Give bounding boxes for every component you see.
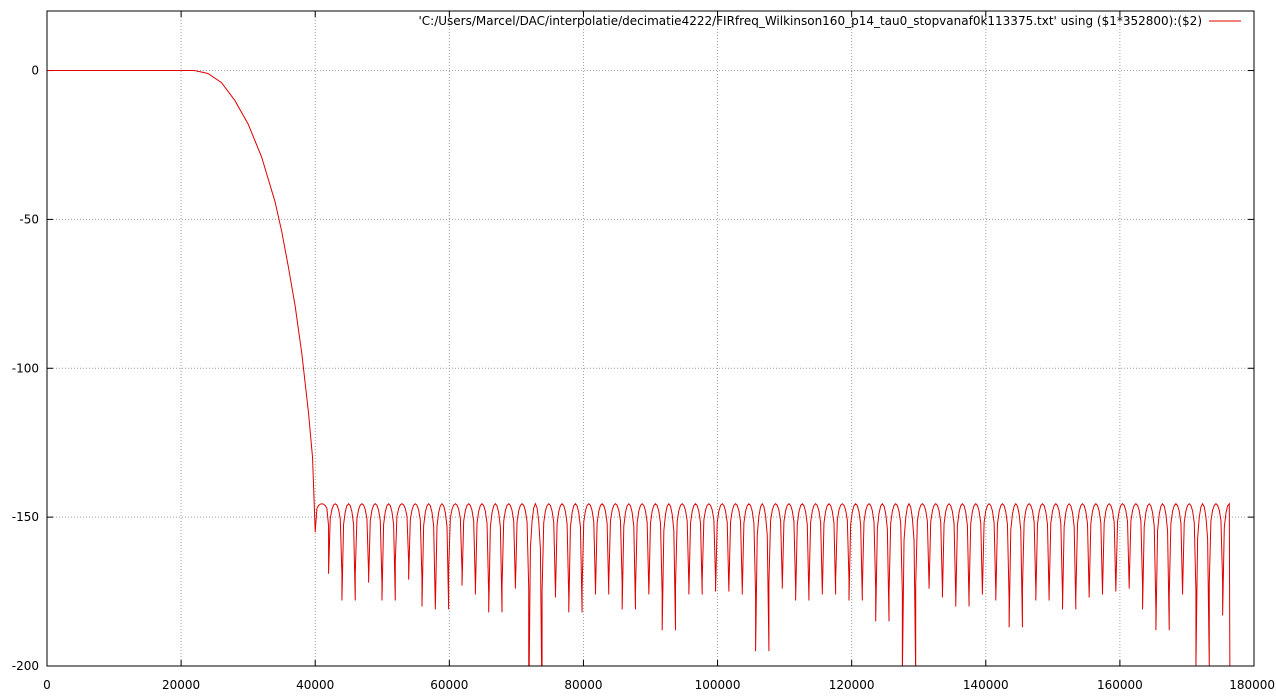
x-tick-label: 120000 <box>829 678 875 692</box>
series-line <box>47 70 1231 666</box>
y-tick-label: 0 <box>31 64 39 78</box>
x-tick-label: 0 <box>43 678 51 692</box>
x-tick-label: 100000 <box>695 678 741 692</box>
x-tick-label: 160000 <box>1097 678 1143 692</box>
plot-background <box>47 11 1254 666</box>
x-tick-label: 140000 <box>963 678 1009 692</box>
legend-label: 'C:/Users/Marcel/DAC/interpolatie/decima… <box>419 14 1203 28</box>
y-tick-label: -200 <box>12 659 39 673</box>
y-tick-labels: 0 -50 -100 -150 -200 <box>12 64 39 673</box>
x-tick-label: 180000 <box>1229 678 1275 692</box>
y-tick-label: -100 <box>12 361 39 375</box>
x-tick-label: 80000 <box>564 678 602 692</box>
y-tick-label: -150 <box>12 510 39 524</box>
tick-layer <box>46 11 1255 667</box>
plot-frame <box>46 10 1255 667</box>
y-tick-label: -50 <box>19 212 39 226</box>
legend: 'C:/Users/Marcel/DAC/interpolatie/decima… <box>419 14 1241 28</box>
x-tick-label: 60000 <box>430 678 468 692</box>
x-tick-labels: 0 20000 40000 60000 80000 100000 120000 140000 1… <box>43 678 1275 692</box>
x-tick-label: 20000 <box>162 678 200 692</box>
x-tick-label: 40000 <box>296 678 334 692</box>
grid-layer <box>47 11 1254 666</box>
